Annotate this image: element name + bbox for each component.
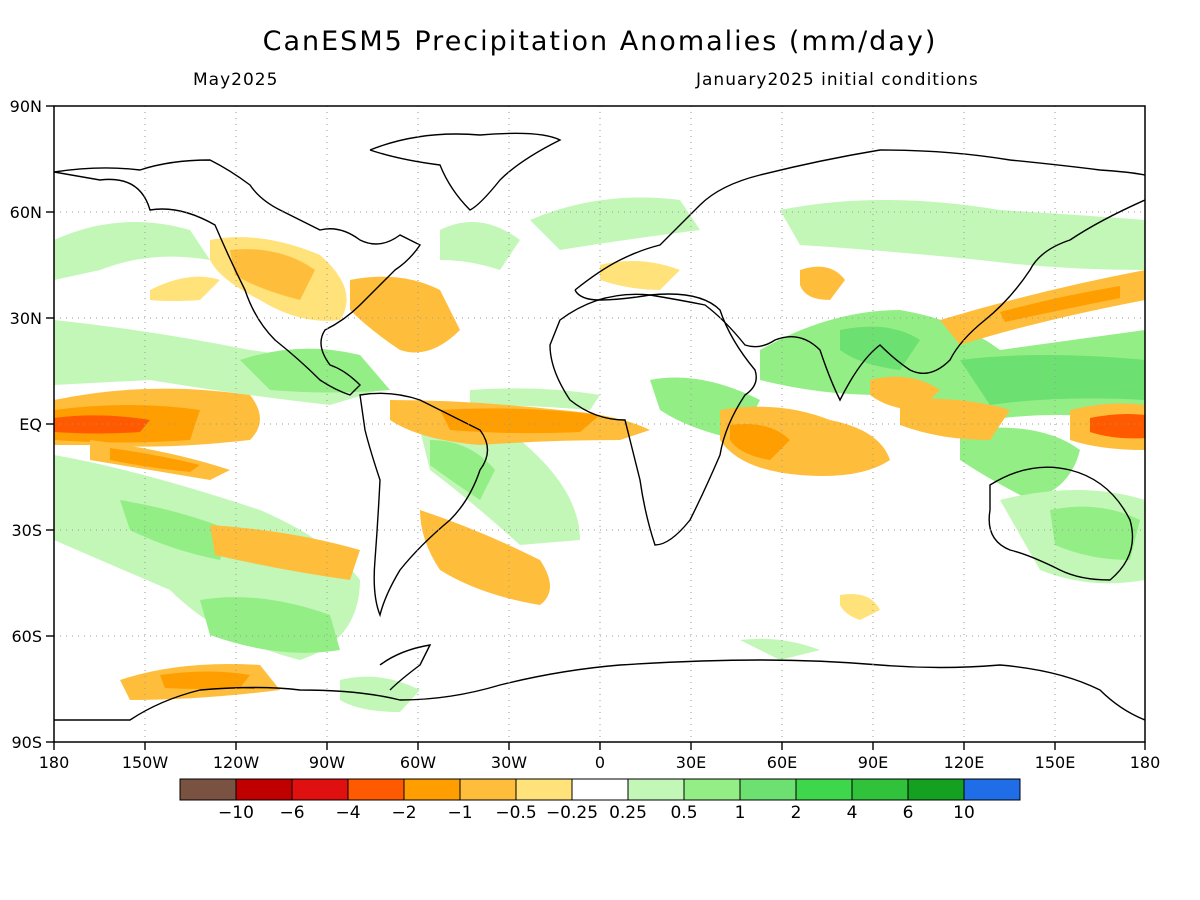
- forecast-month: May2025: [193, 70, 279, 90]
- legend-label: 4: [847, 803, 858, 823]
- legend-swatch: [627, 778, 685, 801]
- dry-region-south-pacific: [210, 525, 360, 580]
- color-legend: −10 −6 −4 −2 −1 −0.5 −0.25 0.25 0.5 1 2 4 6 10: [179, 778, 1021, 823]
- legend-label: 10: [953, 803, 975, 823]
- wet-region-southern-ocean-atlantic: [340, 676, 420, 712]
- legend-swatch: [179, 778, 237, 801]
- longitude-axis: 180 150W 120W 90W 60W 30W 0 30E 60E 90E …: [39, 742, 1161, 772]
- legend-swatch: [739, 778, 797, 801]
- map-title: CanESM5 Precipitation Anomalies (mm/day): [262, 26, 938, 57]
- legend-swatch: [851, 778, 909, 801]
- coast-north-america: [54, 159, 422, 396]
- wet-region-central-america: [240, 348, 390, 393]
- coast-australia: [988, 466, 1134, 581]
- legend-label: −1: [447, 803, 472, 823]
- legend-label: −2: [391, 803, 416, 823]
- lon-label-150e: 150E: [1035, 753, 1076, 772]
- coastlines: [54, 132, 1145, 721]
- dry-region-south-atlantic: [420, 510, 550, 605]
- coast-antarctic-peninsula: [379, 644, 432, 691]
- dry-region-north-pacific: [150, 276, 220, 301]
- lon-label-90w: 90W: [309, 753, 345, 772]
- legend-swatch: [683, 778, 741, 801]
- wet-region-north-atlantic: [440, 222, 520, 270]
- legend-swatch: [459, 778, 517, 801]
- legend-label: 0.25: [609, 803, 647, 823]
- legend-label: −4: [335, 803, 360, 823]
- legend-swatch: [291, 778, 349, 801]
- wet-region-north-pacific: [54, 222, 210, 280]
- lon-label-120e: 120E: [944, 753, 985, 772]
- lon-label-60w: 60W: [400, 753, 436, 772]
- anomaly-fields: [54, 197, 1145, 712]
- legend-swatch: [795, 778, 853, 801]
- legend-label: −10: [218, 803, 254, 823]
- legend-label: −6: [279, 803, 304, 823]
- dry-region-mediterranean: [600, 261, 680, 290]
- latitude-axis: 90N 60N 30N EQ 30S 60S 90S: [10, 97, 54, 752]
- lat-label-eq: EQ: [19, 415, 42, 434]
- lon-label-0: 0: [595, 753, 605, 772]
- coast-greenland: [369, 132, 562, 211]
- lat-label-60s: 60S: [11, 627, 42, 646]
- dry-region-maritime-continent: [900, 398, 1010, 440]
- lat-label-30n: 30N: [10, 309, 42, 328]
- wet-region-maritime-continent: [960, 427, 1080, 500]
- legend-swatch: [515, 778, 573, 801]
- wet-region-asia-monsoon-core: [840, 326, 920, 370]
- lat-label-30s: 30S: [11, 521, 42, 540]
- legend-swatch: [403, 778, 461, 801]
- lon-label-180w: 180: [39, 753, 70, 772]
- legend-swatch: [963, 778, 1021, 801]
- lat-label-60n: 60N: [10, 203, 42, 222]
- coast-africa: [549, 293, 757, 546]
- legend-swatch: [907, 778, 965, 801]
- coast-south-america: [359, 392, 489, 618]
- wet-region-europe: [530, 197, 700, 250]
- dry-region-equatorial-atlantic-core: [440, 408, 600, 434]
- legend-label: −0.5: [495, 803, 536, 823]
- lon-label-60e: 60E: [767, 753, 797, 772]
- coast-antarctica: [54, 659, 1145, 721]
- wet-region-brazil-core: [430, 440, 495, 500]
- legend-label: 6: [903, 803, 914, 823]
- legend-swatch: [571, 778, 629, 801]
- legend-swatch: [235, 778, 293, 801]
- dry-region-indian-ocean-core: [730, 424, 790, 460]
- initial-conditions: January2025 initial conditions: [696, 70, 979, 90]
- wet-region-western-pacific: [960, 355, 1145, 405]
- legend-label: −0.25: [546, 803, 598, 823]
- coast-eurasia: [574, 149, 1145, 402]
- lon-label-90e: 90E: [858, 753, 888, 772]
- lon-label-150w: 150W: [122, 753, 169, 772]
- wet-region-asia-north: [780, 200, 1145, 270]
- dry-region-antarctic-pacific-core: [160, 671, 250, 689]
- wet-region-southern-ocean-indian: [740, 638, 820, 660]
- dry-region-north-pacific-band-core: [1000, 286, 1120, 322]
- lon-label-120w: 120W: [213, 753, 260, 772]
- dry-region-west-atlantic: [350, 276, 460, 353]
- graticule: [54, 106, 1145, 742]
- lat-label-90n: 90N: [10, 97, 42, 116]
- lon-label-180e: 180: [1130, 753, 1161, 772]
- legend-label: 1: [735, 803, 746, 823]
- lat-label-90s: 90S: [11, 733, 42, 752]
- legend-label: 2: [791, 803, 802, 823]
- lon-label-30w: 30W: [491, 753, 527, 772]
- dry-region-central-asia: [800, 266, 845, 300]
- legend-label: 0.5: [670, 803, 697, 823]
- wet-region-australia-core: [1050, 506, 1140, 560]
- dry-region-south-indian: [840, 594, 880, 620]
- legend-swatch: [347, 778, 405, 801]
- dry-region-west-pacific-eq-core: [1090, 414, 1145, 439]
- dry-region-north-america-core: [230, 249, 315, 300]
- lon-label-30e: 30E: [676, 753, 706, 772]
- dry-region-itcz-south-core: [110, 448, 200, 472]
- wet-region-southern-ocean-pacific: [200, 597, 340, 653]
